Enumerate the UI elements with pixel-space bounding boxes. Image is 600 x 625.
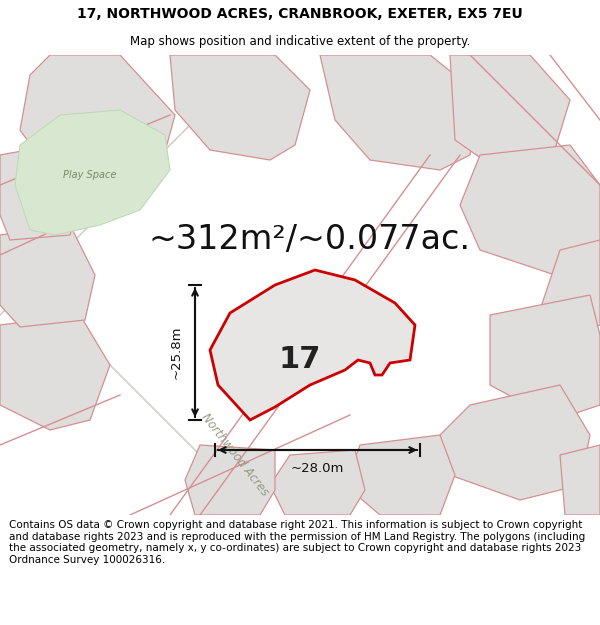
Polygon shape	[0, 315, 110, 430]
Polygon shape	[540, 240, 600, 335]
Polygon shape	[345, 435, 455, 515]
Polygon shape	[450, 55, 570, 175]
Polygon shape	[460, 145, 600, 275]
Polygon shape	[440, 385, 590, 500]
Polygon shape	[185, 445, 275, 515]
Polygon shape	[15, 110, 170, 235]
Text: 17, NORTHWOOD ACRES, CRANBROOK, EXETER, EX5 7EU: 17, NORTHWOOD ACRES, CRANBROOK, EXETER, …	[77, 7, 523, 21]
Polygon shape	[270, 450, 365, 515]
Text: Play Space: Play Space	[64, 170, 116, 180]
Polygon shape	[20, 55, 175, 195]
Text: 17: 17	[279, 346, 321, 374]
Text: Northwood Acres: Northwood Acres	[199, 411, 271, 499]
Polygon shape	[490, 295, 600, 420]
Polygon shape	[560, 445, 600, 515]
Text: ~28.0m: ~28.0m	[291, 462, 344, 475]
Text: Map shows position and indicative extent of the property.: Map shows position and indicative extent…	[130, 35, 470, 48]
Text: ~312m²/~0.077ac.: ~312m²/~0.077ac.	[149, 224, 471, 256]
Polygon shape	[210, 270, 415, 420]
Text: Contains OS data © Crown copyright and database right 2021. This information is : Contains OS data © Crown copyright and d…	[9, 520, 585, 565]
Polygon shape	[0, 145, 80, 240]
Polygon shape	[0, 225, 95, 327]
Text: ~25.8m: ~25.8m	[170, 326, 183, 379]
Polygon shape	[320, 55, 480, 170]
Polygon shape	[170, 55, 310, 160]
